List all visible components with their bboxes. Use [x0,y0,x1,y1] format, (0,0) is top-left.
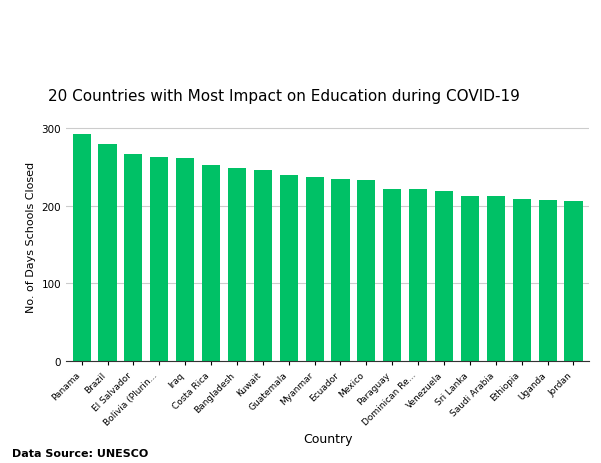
Text: cøursetakers: cøursetakers [189,39,412,68]
Bar [358,181,376,361]
Bar [538,201,557,361]
Bar [176,159,194,361]
Bar [150,157,168,361]
Bar [331,179,350,361]
Bar [461,196,479,361]
Bar [383,189,401,361]
Bar [254,171,272,361]
X-axis label: Country: Country [303,432,352,445]
Text: 20 Countries with Most Impact on Education during COVID-19: 20 Countries with Most Impact on Educati… [48,89,520,104]
Y-axis label: No. of Days Schools Closed: No. of Days Schools Closed [26,162,36,313]
Bar [409,190,427,361]
Bar [202,166,220,361]
Bar [73,134,91,361]
Bar [487,197,505,361]
Bar [279,175,297,361]
Bar [564,202,582,361]
Bar [435,192,453,361]
Bar [305,178,324,361]
Bar [228,169,246,361]
Bar [124,155,142,361]
Text: Data Source: UNESCO: Data Source: UNESCO [12,448,148,458]
Bar [513,200,531,361]
Bar [99,144,117,361]
